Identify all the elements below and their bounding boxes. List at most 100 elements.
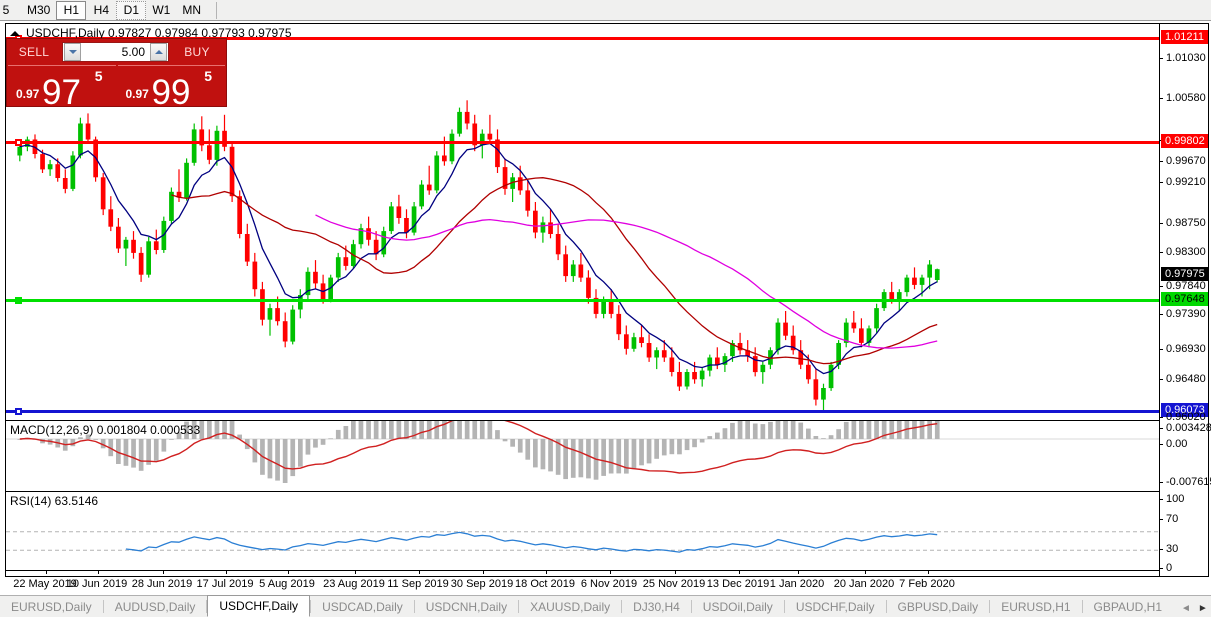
tab-separator [1081, 600, 1083, 613]
scale-label-0.97840: 0.97840 [1166, 280, 1206, 292]
chart-tab[interactable]: USDCHF,Daily [795, 599, 875, 614]
date-tick [355, 571, 356, 574]
buy-label[interactable]: BUY [184, 45, 210, 59]
level-line-0.99802[interactable] [6, 141, 1161, 144]
date-label: 1 Jan 2020 [769, 578, 825, 590]
macd-pane[interactable] [6, 421, 1161, 491]
scale-tick [1160, 349, 1163, 350]
chart-tab[interactable]: DJ30,H4 [633, 599, 680, 614]
chart-tab[interactable]: USDCNH,Daily [425, 599, 508, 614]
scale-label-0.003428: 0.003428 [1166, 422, 1211, 434]
chart-tab[interactable]: GBPUSD,Daily [897, 599, 979, 614]
date-label: 7 Feb 2020 [899, 578, 955, 590]
chart-tab[interactable]: USDOil,Daily [702, 599, 773, 614]
price-tag-0.97975[interactable]: 0.97975 [1161, 267, 1208, 281]
date-label: 10 Jun 2019 [66, 578, 128, 590]
chart-tab[interactable]: AUDUSD,Daily [114, 599, 196, 614]
rsi-pane[interactable] [6, 492, 1161, 570]
volume-increase-button[interactable] [150, 43, 167, 61]
timeframe-d1-button[interactable]: D1 [116, 0, 147, 20]
buy-price-prefix: 0.97 [125, 87, 149, 101]
oct-price-row: 0.97 97 5 0.97 99 5 [7, 65, 226, 106]
scale-label-0: 0 [1166, 562, 1173, 574]
scroll-right-icon[interactable]: ► [1197, 603, 1208, 614]
sell-button[interactable]: 0.97 97 5 [8, 65, 116, 105]
chart-tab[interactable]: USDCAD,Daily [322, 599, 403, 614]
scale-label-0.98300: 0.98300 [1166, 246, 1206, 258]
pane-divider-3 [6, 570, 1208, 571]
chart-tab[interactable]: GBPAUD,H1 [1093, 599, 1163, 614]
price-tag-0.99802[interactable]: 0.99802 [1161, 134, 1208, 148]
chart-tab-active[interactable]: USDCHF,Daily [207, 595, 311, 617]
chevron-down-icon [68, 50, 77, 54]
scale-label-0.96020: 0.96020 [1166, 411, 1206, 423]
sell-label[interactable]: SELL [18, 45, 50, 59]
date-tick [98, 571, 99, 574]
chart-tab-bar[interactable]: EURUSD,Daily AUDUSD,Daily USDCHF,Daily USDC… [0, 595, 1211, 617]
date-tick [46, 571, 47, 574]
level-line-0.96073[interactable] [6, 410, 1161, 413]
scale-label--0.007615: -0.007615 [1166, 476, 1211, 488]
scroll-left-icon[interactable]: ◄ [1181, 603, 1191, 614]
timeframe-m15-button[interactable]: 5 [2, 3, 10, 17]
one-click-trading-panel[interactable]: SELL 5.00 BUY 0.97 97 5 0.97 99 5 [6, 38, 227, 107]
scale-label-0.96480: 0.96480 [1166, 373, 1206, 385]
level-line-1.01211[interactable] [6, 37, 1161, 40]
date-label: 25 Nov 2019 [642, 578, 706, 590]
buy-button[interactable]: 0.97 99 5 [117, 65, 225, 105]
date-label: 5 Aug 2019 [259, 578, 315, 590]
timeframe-mn-button[interactable]: MN [182, 3, 202, 17]
date-label: 6 Nov 2019 [580, 578, 638, 590]
scale-tick [1160, 482, 1163, 483]
date-tick [483, 571, 484, 574]
scale-tick [1160, 223, 1163, 224]
macd-plot [6, 421, 1161, 483]
chart-area[interactable]: USDCHF,Daily 0.97827 0.97984 0.97793 0.9… [5, 23, 1211, 577]
price-tag-1.01211[interactable]: 1.01211 [1161, 30, 1208, 44]
volume-stepper[interactable]: 5.00 [62, 42, 169, 62]
tab-separator [102, 600, 104, 613]
date-axis-ticks [6, 571, 1161, 577]
scale-label-70: 70 [1166, 513, 1179, 525]
level-handle-0.99802[interactable] [15, 139, 22, 146]
chart-tab[interactable]: XAUUSD,Daily [530, 599, 611, 614]
scale-label-100: 100 [1166, 493, 1185, 505]
volume-decrease-button[interactable] [64, 43, 81, 61]
date-label: 11 Sep 2019 [387, 578, 449, 590]
timeframe-w1-button[interactable]: W1 [152, 3, 171, 17]
scale-tick [1160, 499, 1163, 500]
scale-tick [1160, 428, 1163, 429]
scale-tick [1160, 549, 1163, 550]
timeframe-m30-button[interactable]: M30 [27, 3, 51, 17]
level-handle-0.96073[interactable] [15, 408, 22, 415]
date-tick [928, 571, 929, 574]
scale-tick [1160, 568, 1163, 569]
rsi-plot [6, 531, 1161, 553]
timeframe-h1-button[interactable]: H1 [56, 0, 87, 20]
tab-scroll-controls[interactable]: ◄ ► [1173, 603, 1211, 617]
pane-divider-2 [6, 491, 1208, 492]
tab-separator [885, 600, 887, 613]
tab-separator [413, 600, 415, 613]
tab-separator [518, 600, 520, 613]
date-tick [163, 571, 164, 574]
price-scale[interactable]: 1.012111.010301.005801.001200.998020.996… [1159, 24, 1211, 576]
chart-tab[interactable]: EURUSD,Daily [11, 599, 92, 614]
price-tag-0.96073[interactable]: 0.96073 [1161, 403, 1208, 417]
volume-input[interactable]: 5.00 [121, 45, 145, 59]
level-line-0.97648[interactable] [6, 299, 1161, 302]
date-tick [739, 571, 740, 574]
price-tag-0.97648[interactable]: 0.97648 [1161, 292, 1208, 306]
collapse-triangle-icon[interactable] [10, 30, 20, 36]
date-tick [226, 571, 227, 574]
scale-tick [1160, 286, 1163, 287]
level-handle-0.97648[interactable] [15, 297, 22, 304]
chart-tab[interactable]: EURUSD,H1 [1001, 599, 1071, 614]
rsi-indicator-label: RSI(14) 63.5146 [10, 494, 99, 508]
timeframe-h4-button[interactable]: H4 [93, 3, 110, 17]
date-label: 28 Jun 2019 [131, 578, 193, 590]
tab-separator [690, 600, 692, 613]
price-pane[interactable] [6, 24, 1161, 420]
scale-tick [1160, 58, 1163, 59]
sell-price-fraction: 5 [94, 68, 103, 84]
